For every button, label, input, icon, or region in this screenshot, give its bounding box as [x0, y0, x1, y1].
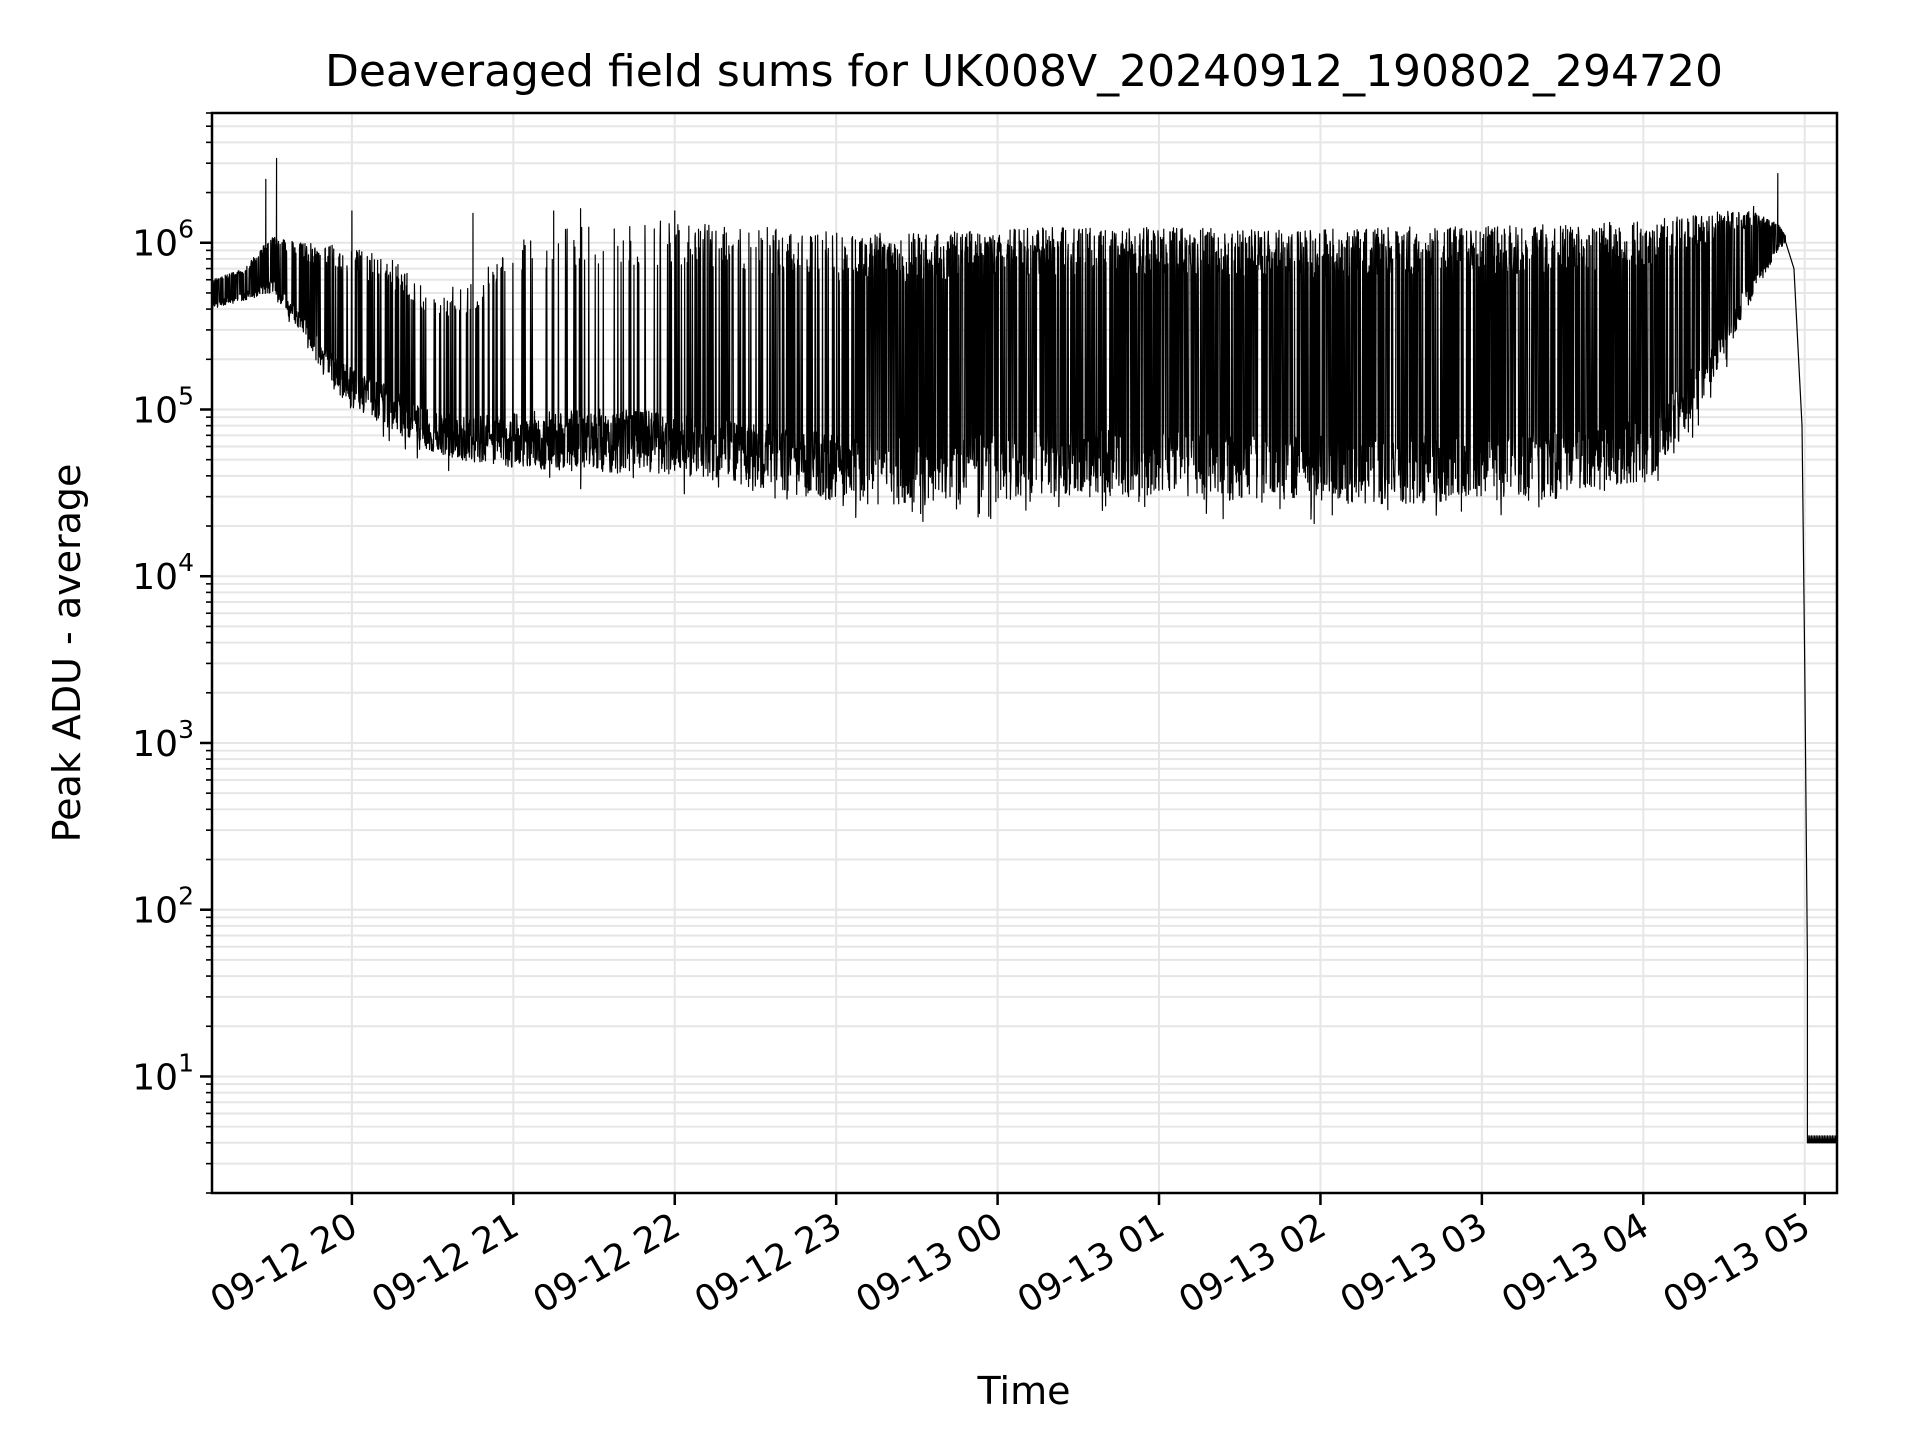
x-tick-label: 09-12 20 — [204, 1205, 365, 1321]
y-tick-labels: 101 102 103 104 105 106 — [132, 215, 194, 1099]
y-tick-label: 105 — [132, 381, 194, 431]
y-tick-label: 104 — [132, 548, 194, 598]
x-tick-label: 09-12 22 — [527, 1205, 688, 1321]
x-tick-label: 09-13 02 — [1172, 1205, 1333, 1321]
x-tick-label: 09-13 04 — [1495, 1205, 1656, 1321]
x-tick-labels: 09-12 20 09-12 21 09-12 22 09-12 23 09-13 00… — [204, 1205, 1817, 1321]
chart-title: Deaveraged field sums for UK008V_2024091… — [325, 46, 1723, 97]
y-tick-label: 102 — [132, 882, 194, 932]
x-tick-label: 09-13 05 — [1657, 1205, 1818, 1321]
y-tick-label: 101 — [132, 1048, 194, 1098]
y-tick-label: 106 — [132, 215, 194, 265]
series-line — [211, 157, 1838, 1144]
x-axis-label: Time — [977, 1369, 1071, 1413]
data-series — [211, 157, 1838, 1144]
plot-frame — [210, 111, 1839, 1195]
x-tick-label: 09-12 21 — [365, 1205, 526, 1321]
axis-ticks — [200, 112, 1806, 1205]
x-tick-label: 09-12 23 — [688, 1205, 849, 1321]
x-tick-label: 09-13 00 — [849, 1205, 1010, 1321]
y-tick-label: 103 — [132, 715, 194, 765]
x-tick-label: 09-13 01 — [1011, 1205, 1172, 1321]
y-axis-label: Peak ADU - average — [45, 464, 89, 843]
x-tick-label: 09-13 03 — [1334, 1205, 1495, 1321]
